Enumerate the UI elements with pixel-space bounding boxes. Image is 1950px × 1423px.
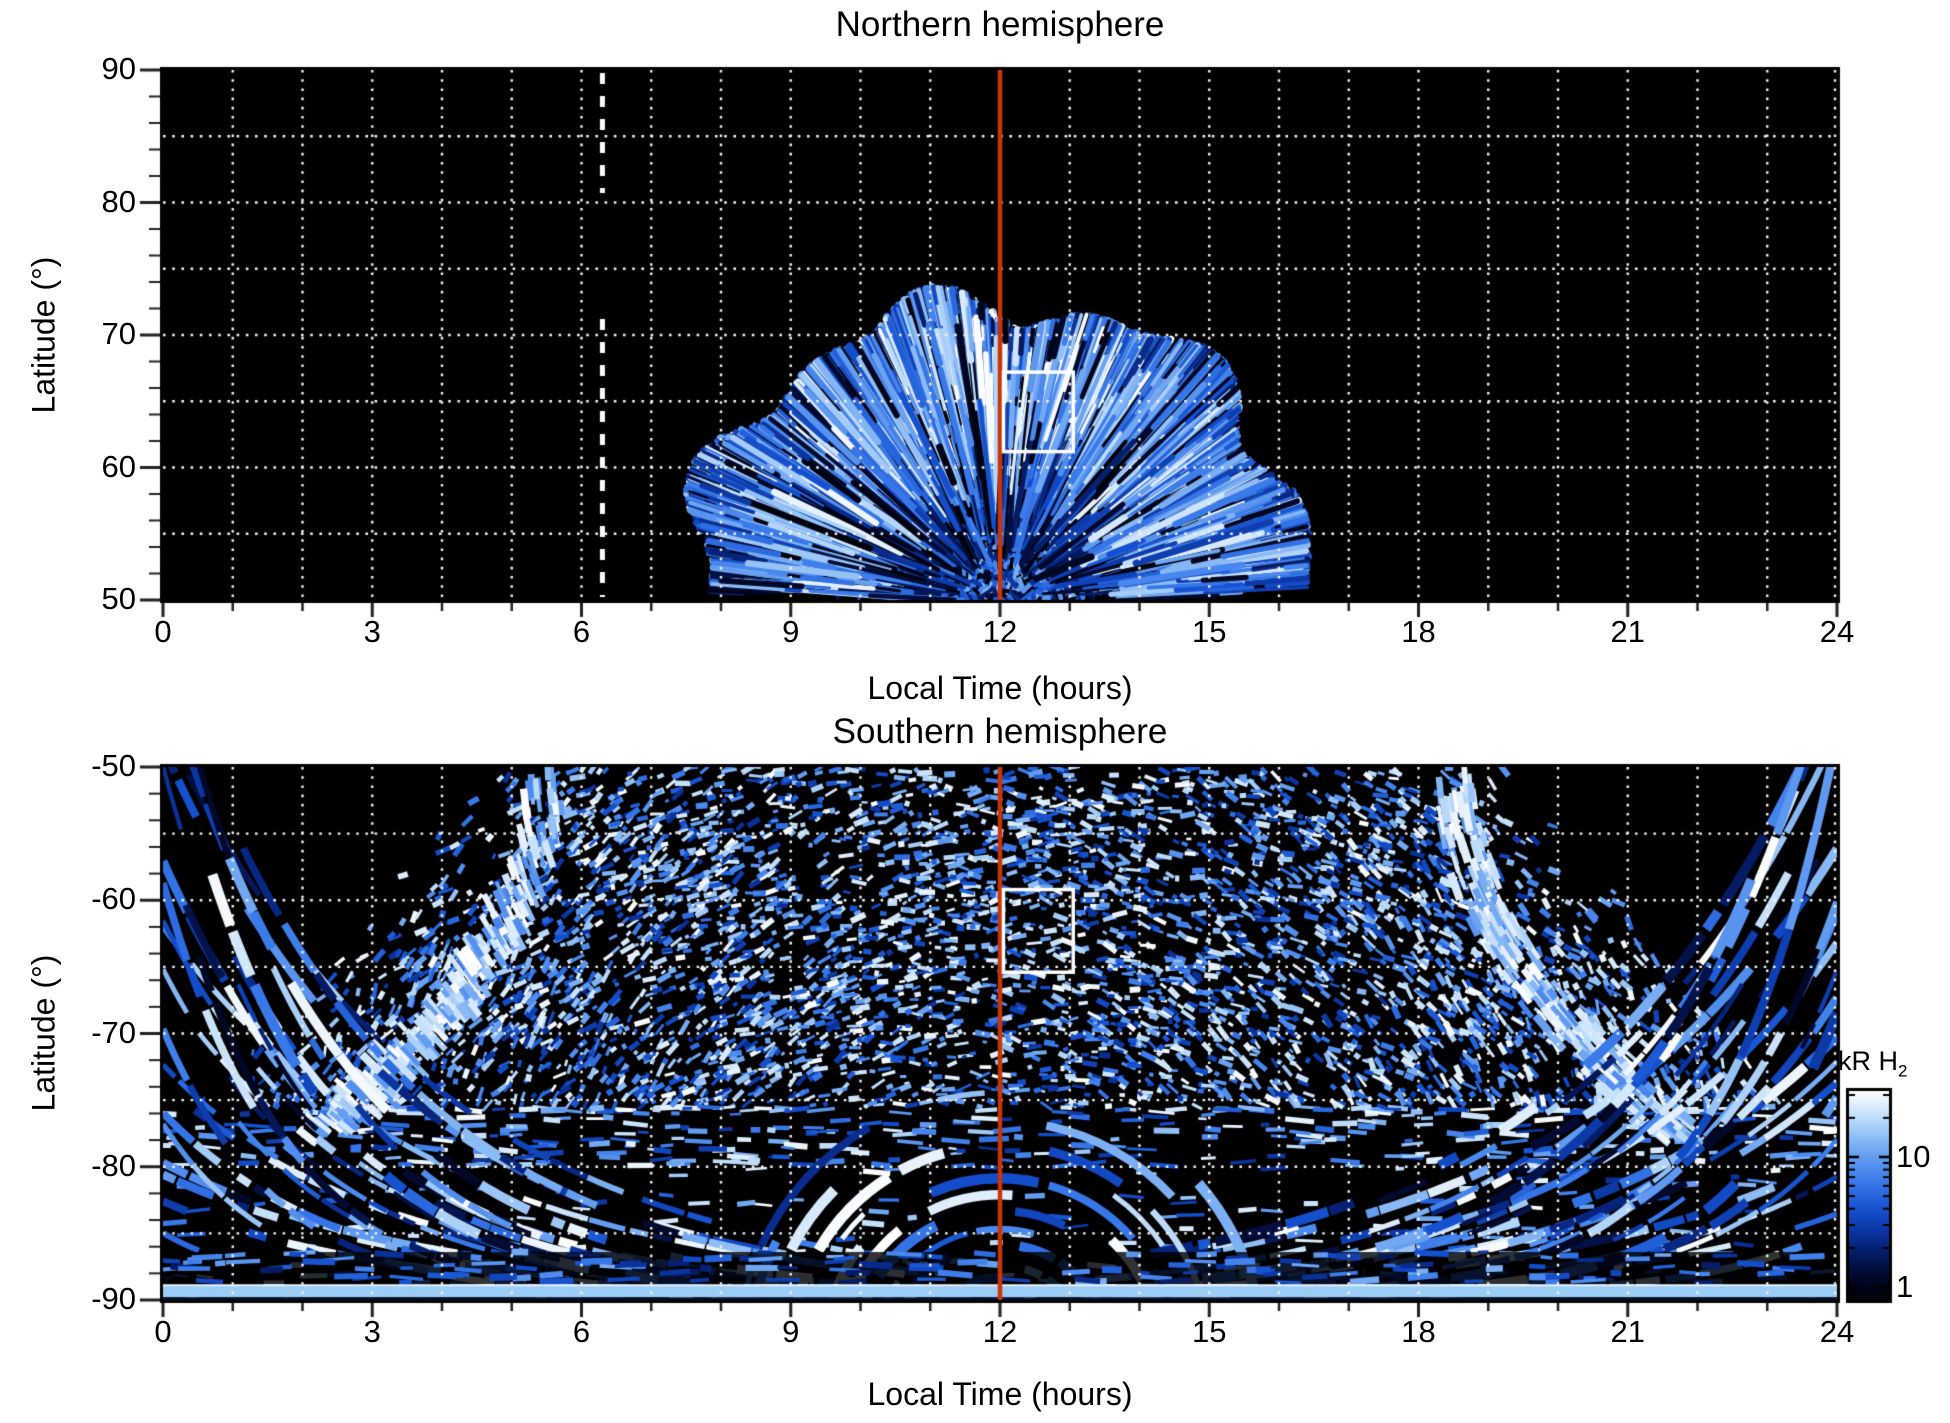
south-x-axis-tick-label: 3	[363, 1314, 381, 1349]
north-x-axis-tick-label: 6	[572, 614, 591, 649]
south-x-axis-tick-label: 21	[1610, 1314, 1645, 1349]
south-y-axis-tick-label: -60	[91, 881, 136, 917]
south-x-axis-tick-label: 15	[1192, 1314, 1227, 1349]
colorbar-tick-label: 1	[1896, 1269, 1914, 1304]
north-y-axis-tick-label: 90	[101, 51, 136, 86]
north-x-axis-tick-label: 18	[1401, 614, 1436, 649]
north-xaxis-label: Local Time (hours)	[867, 670, 1133, 706]
north-y-axis-tick-label: 80	[101, 183, 136, 219]
south-xaxis-label: Local Time (hours)	[867, 1376, 1133, 1412]
north-x-axis-tick-label: 15	[1192, 614, 1227, 649]
north-x-axis-tick-label: 3	[363, 614, 381, 649]
north-x-axis-tick-label: 21	[1610, 614, 1645, 649]
north-x-axis-tick-label: 9	[782, 614, 800, 649]
south-x-axis-tick-label: 18	[1401, 1314, 1436, 1349]
north-y-axis-tick-label: 70	[101, 316, 136, 351]
south-x-axis-tick-label: 24	[1819, 1314, 1855, 1349]
colorbar-label-main: kR H	[1838, 1046, 1898, 1076]
north-x-axis-tick-label: 24	[1819, 614, 1855, 649]
south-y-axis-tick-label: -90	[91, 1281, 136, 1316]
south-x-axis-tick-label: 6	[572, 1314, 591, 1349]
south-y-axis-tick-label: -50	[91, 748, 136, 783]
north-x-axis-tick-label: 0	[154, 614, 172, 649]
south-y-axis-tick-label: -80	[91, 1147, 136, 1183]
colorbar-label-subscript: 2	[1898, 1061, 1908, 1081]
north-panel-title: Northern hemisphere	[835, 5, 1165, 44]
south-y-axis-tick-label: -70	[91, 1014, 136, 1050]
north-y-axis-tick-label: 50	[101, 581, 136, 616]
south-x-axis-tick-label: 12	[982, 1314, 1018, 1349]
south-x-axis-tick-label: 9	[782, 1314, 800, 1349]
north-x-axis-tick-label: 12	[982, 614, 1018, 649]
colorbar-tick-label: 10	[1896, 1139, 1931, 1174]
colorbar-label: kR H2	[1838, 1046, 1907, 1081]
south-panel-title: Southern hemisphere	[832, 712, 1168, 751]
south-x-axis-tick-label: 0	[154, 1314, 172, 1349]
north-y-axis-tick-label: 60	[101, 448, 136, 484]
